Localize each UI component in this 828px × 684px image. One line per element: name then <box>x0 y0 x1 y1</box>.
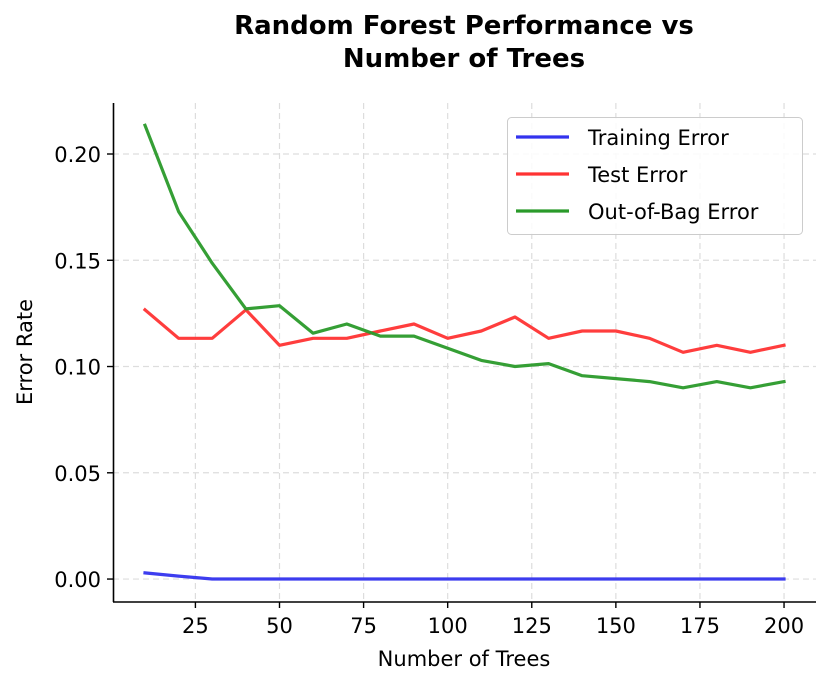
legend-label: Out-of-Bag Error <box>588 200 759 224</box>
y-axis-label: Error Rate <box>13 299 37 405</box>
legend-item-training-error: Training Error <box>516 126 729 150</box>
legend-label: Test Error <box>587 163 688 187</box>
chart-title-line-2: Number of Trees <box>343 44 585 74</box>
series-line-test-error <box>142 307 786 354</box>
x-tick-label: 75 <box>350 614 377 638</box>
x-tick-label: 125 <box>512 614 552 638</box>
y-tick-label: 0.05 <box>54 462 101 486</box>
chart-title: Random Forest Performance vs Number of T… <box>234 11 694 74</box>
y-tick-label: 0.20 <box>54 143 101 167</box>
legend-item-test-error: Test Error <box>516 163 688 187</box>
y-tick-label: 0.00 <box>54 568 101 592</box>
legend-box <box>507 117 803 235</box>
x-tick-label: 175 <box>680 614 720 638</box>
x-tick-label: 100 <box>428 614 468 638</box>
legend-label: Training Error <box>587 126 729 150</box>
legend-item-out-of-bag-error: Out-of-Bag Error <box>516 200 759 224</box>
x-axis-ticks: 25 50 75 100 125 150 175 200 <box>182 602 804 638</box>
axes <box>112 103 816 603</box>
plot-series <box>142 123 786 581</box>
x-tick-label: 25 <box>182 614 209 638</box>
series-line-training-error <box>143 571 786 581</box>
y-axis-ticks: 0.00 0.05 0.10 0.15 0.20 <box>54 143 113 592</box>
x-axis-label: Number of Trees <box>378 647 551 671</box>
y-tick-label: 0.15 <box>54 249 101 273</box>
x-tick-label: 150 <box>596 614 636 638</box>
x-tick-label: 200 <box>764 614 804 638</box>
x-tick-label: 50 <box>266 614 293 638</box>
y-tick-label: 0.10 <box>54 356 101 380</box>
series-line-out-of-bag-error <box>142 123 786 390</box>
legend: Training Error Test Error Out-of-Bag Error <box>507 117 803 235</box>
chart-title-line-1: Random Forest Performance vs <box>234 11 694 41</box>
